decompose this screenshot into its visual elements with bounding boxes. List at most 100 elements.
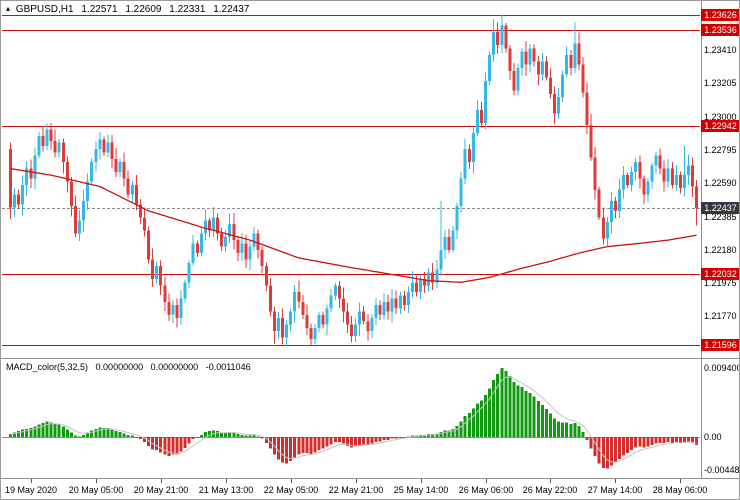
macd-bar — [9, 434, 12, 437]
macd-bar — [90, 430, 94, 437]
macd-bar — [191, 437, 195, 440]
candle-body — [540, 61, 544, 75]
macd-bar — [402, 437, 406, 438]
macd-bar — [199, 434, 203, 437]
candle-body — [155, 266, 159, 280]
macd-bar — [57, 424, 61, 437]
macd-indicator-pane[interactable] — [1, 360, 701, 478]
macd-bar — [155, 437, 159, 451]
candle-body — [301, 301, 305, 315]
candle-body — [593, 157, 597, 190]
macd-bar — [553, 418, 557, 437]
macd-bar — [333, 437, 337, 443]
macd-bar — [94, 428, 98, 437]
candle-body — [626, 175, 630, 185]
macd-bar — [589, 437, 593, 449]
macd-bar — [678, 437, 682, 443]
candle-body — [419, 279, 423, 293]
macd-bar — [106, 428, 110, 437]
candle-body — [415, 282, 418, 292]
time-label: 22 May 21:00 — [328, 485, 384, 495]
candle-body — [73, 206, 77, 234]
price-tick-label: 1.23000 — [704, 112, 737, 122]
macd-bar — [484, 395, 488, 437]
candle-body — [305, 314, 309, 328]
macd-bar — [41, 423, 45, 437]
moving-average-line — [10, 167, 697, 283]
candle-body — [333, 285, 337, 296]
price-tick-label: 1.21770 — [704, 311, 737, 321]
macd-bar — [142, 437, 146, 443]
time-label: 19 May 2020 — [4, 485, 58, 495]
candle-body — [443, 236, 447, 250]
candle-body — [309, 327, 313, 340]
macd-bar — [289, 437, 293, 462]
candle-body — [382, 301, 386, 315]
macd-bar — [276, 437, 280, 460]
macd-axis-label: 0.0094008 — [704, 363, 739, 373]
macd-bar — [159, 437, 163, 453]
macd-bar — [236, 434, 240, 437]
macd-bar — [13, 432, 17, 437]
macd-bar — [370, 437, 374, 444]
candle-body — [57, 142, 61, 153]
candle-body — [479, 110, 483, 124]
candle-body — [281, 318, 285, 338]
candle-body — [350, 324, 354, 336]
macd-bar — [504, 371, 508, 437]
candle-body — [427, 272, 431, 286]
macd-bar — [374, 437, 378, 443]
indicator-value-3: -0.0011046 — [205, 362, 251, 372]
candle-body — [102, 139, 106, 153]
macd-bar — [431, 434, 435, 437]
candle-body — [114, 158, 118, 172]
candle-body — [646, 181, 650, 195]
candle-body — [17, 194, 21, 205]
price-axis[interactable] — [701, 1, 739, 478]
macd-bar — [455, 426, 459, 437]
candle-body — [362, 311, 366, 322]
macd-bar — [69, 432, 73, 437]
candle-body — [82, 201, 86, 221]
candle-body — [500, 25, 504, 46]
chart-header: ▴ GBPUSD,H1 1.22571 1.22609 1.22331 1.22… — [6, 4, 254, 15]
symbol-timeframe-label: GBPUSD,H1 — [15, 4, 74, 15]
candle-body — [220, 233, 224, 247]
macd-bar — [512, 382, 516, 437]
macd-bar — [305, 437, 309, 454]
candle-body — [528, 48, 532, 65]
macd-bar — [492, 379, 496, 437]
macd-bar — [345, 437, 349, 446]
candle-body — [329, 295, 333, 309]
macd-bar — [386, 437, 390, 440]
candle-body — [276, 318, 280, 331]
macd-bar — [317, 437, 321, 451]
candle-body — [175, 305, 179, 318]
macd-bar — [593, 437, 597, 456]
time-label: 21 May 13:00 — [198, 485, 254, 495]
level-price-badge: 1.23626 — [701, 9, 739, 21]
candle-body — [106, 142, 110, 153]
price-chart-pane[interactable] — [1, 1, 701, 358]
candle-body — [216, 217, 220, 234]
candle-body — [325, 308, 329, 325]
macd-bar — [443, 430, 447, 437]
indicator-name: MACD_color(5,32,5) — [6, 362, 89, 372]
macd-bar — [358, 437, 362, 446]
macd-bar — [508, 376, 512, 437]
candle-body — [90, 162, 94, 182]
time-label: 20 May 05:00 — [68, 485, 124, 495]
macd-bar — [573, 423, 577, 437]
candle-body — [151, 259, 155, 280]
macd-bar — [439, 431, 443, 437]
candle-body — [25, 168, 29, 185]
price-tick-label: 1.22590 — [704, 178, 737, 188]
candle-body — [561, 74, 565, 98]
macd-bar — [329, 437, 333, 445]
macd-bar — [691, 437, 695, 443]
macd-bar — [622, 437, 626, 456]
macd-bar — [102, 428, 106, 437]
macd-bar — [325, 437, 329, 447]
macd-bar — [321, 437, 325, 449]
candle-body — [248, 246, 252, 260]
